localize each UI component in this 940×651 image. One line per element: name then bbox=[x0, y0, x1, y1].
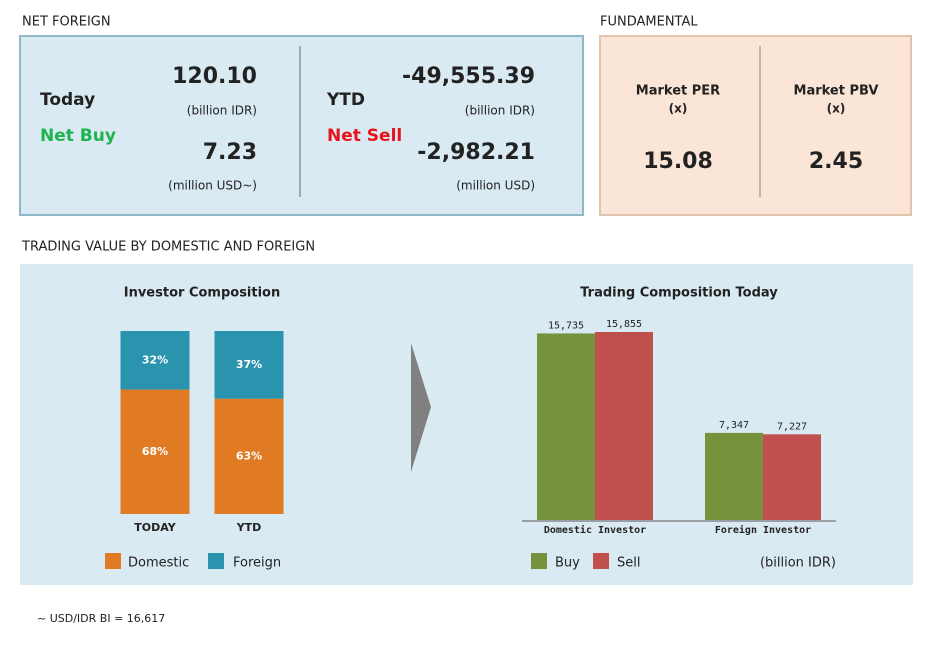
data-label: 15,735 bbox=[548, 320, 584, 331]
bar-segment bbox=[120, 331, 190, 390]
x-tick-label: Domestic Investor bbox=[544, 524, 646, 536]
x-tick-label: YTD bbox=[236, 521, 262, 534]
bar bbox=[763, 434, 821, 520]
value: -49,555.39 bbox=[402, 64, 535, 89]
chart-title: Investor Composition bbox=[124, 286, 281, 301]
unit: (million USD) bbox=[456, 179, 535, 193]
legend-swatch bbox=[208, 553, 224, 569]
section-title: NET FOREIGN bbox=[22, 15, 111, 30]
data-label: 15,855 bbox=[606, 319, 642, 330]
section-title: FUNDAMENTAL bbox=[600, 15, 698, 30]
metric-label: Market PER bbox=[636, 84, 720, 99]
unit: (billion IDR) bbox=[187, 104, 257, 118]
arrow bbox=[411, 343, 431, 472]
chart-title: Trading Composition Today bbox=[580, 286, 778, 301]
metric-unit: (x) bbox=[827, 102, 846, 116]
legend-label: Sell bbox=[617, 556, 640, 571]
data-label: 7,347 bbox=[719, 420, 749, 431]
value: 120.10 bbox=[172, 64, 257, 89]
data-label: 63% bbox=[236, 449, 262, 462]
legend-swatch bbox=[593, 553, 609, 569]
period-label: Today bbox=[40, 90, 95, 110]
bar-segment bbox=[214, 331, 284, 399]
bar-segment bbox=[214, 398, 284, 514]
status-label: Net Sell bbox=[327, 126, 402, 146]
data-label: 32% bbox=[142, 353, 168, 366]
bar bbox=[595, 332, 653, 520]
footnote: ~ USD/IDR BI = 16,617 bbox=[37, 612, 165, 625]
unit-label: (billion IDR) bbox=[760, 556, 836, 571]
fundamental-panel bbox=[599, 35, 912, 216]
bar bbox=[537, 333, 595, 520]
unit: (billion IDR) bbox=[465, 104, 535, 118]
x-tick-label: Foreign Investor bbox=[715, 524, 811, 536]
data-label: 68% bbox=[142, 445, 168, 458]
metric-value: 2.45 bbox=[809, 149, 863, 174]
bar-segment bbox=[120, 389, 190, 514]
status-label: Net Buy bbox=[40, 126, 116, 146]
legend-label: Buy bbox=[555, 556, 580, 571]
data-label: 37% bbox=[236, 358, 262, 371]
data-label: 7,227 bbox=[777, 421, 807, 432]
legend-swatch bbox=[531, 553, 547, 569]
x-tick-label: TODAY bbox=[134, 521, 176, 534]
bar bbox=[705, 432, 763, 520]
legend-label: Domestic bbox=[128, 556, 189, 571]
metric-value: 15.08 bbox=[643, 149, 713, 174]
net-foreign-panel bbox=[19, 35, 584, 216]
legend-swatch bbox=[105, 553, 121, 569]
period-label: YTD bbox=[326, 90, 365, 110]
value: 7.23 bbox=[203, 140, 257, 165]
metric-label: Market PBV bbox=[794, 84, 879, 99]
metric-unit: (x) bbox=[669, 102, 688, 116]
legend-label: Foreign bbox=[233, 556, 281, 571]
section-title: TRADING VALUE BY DOMESTIC AND FOREIGN bbox=[21, 240, 315, 255]
value: -2,982.21 bbox=[417, 140, 535, 165]
unit: (million USD~) bbox=[168, 179, 257, 193]
